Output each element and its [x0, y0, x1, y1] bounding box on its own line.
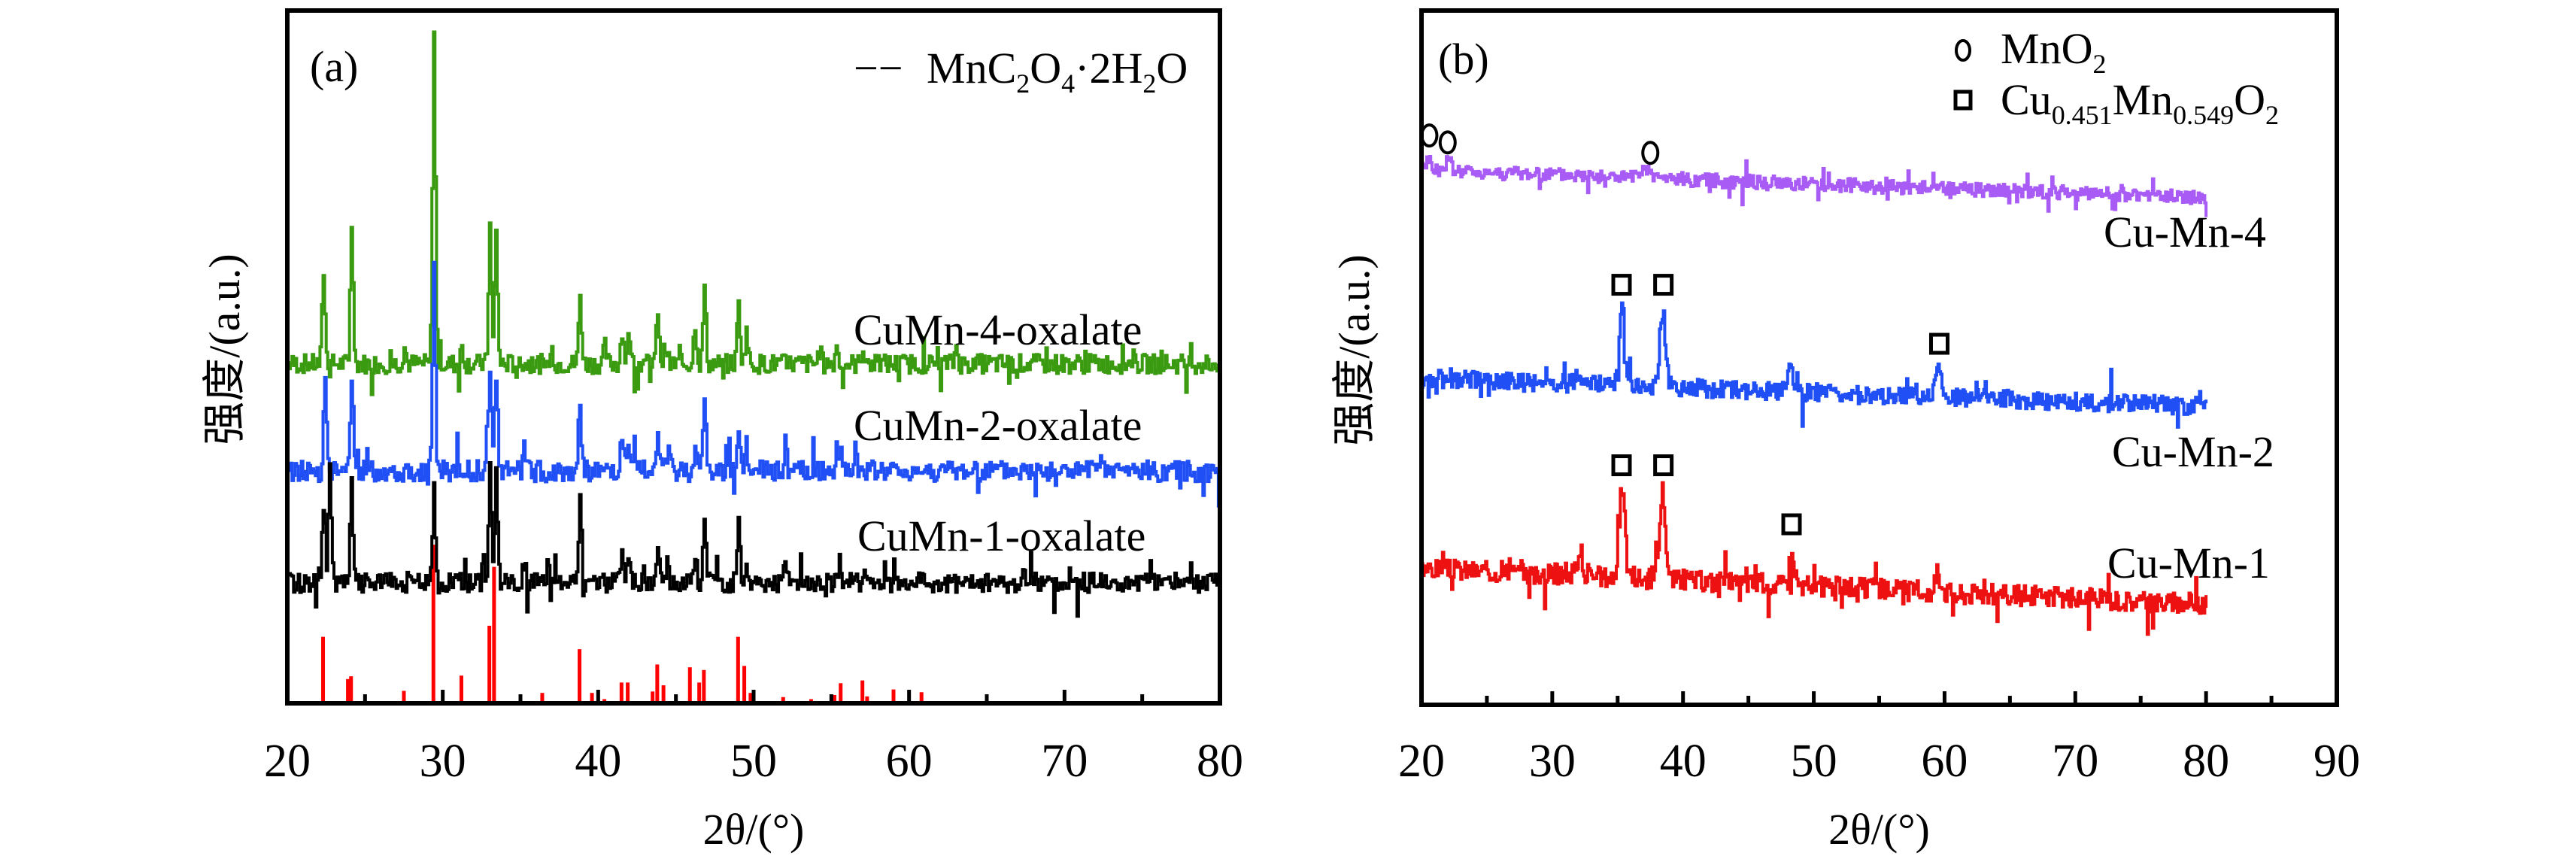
- series-line-cu-mn-2: [1421, 301, 2208, 429]
- subscript: 0.549: [2173, 100, 2234, 130]
- x-tick-label: 40: [1660, 736, 1707, 787]
- x-axis-label: 2θ/(°): [703, 805, 805, 854]
- x-axis-label: 2θ/(°): [1828, 805, 1930, 854]
- subscript: 0.451: [2052, 100, 2113, 130]
- x-tick-label: 80: [1197, 736, 1243, 787]
- subscript: 2: [2265, 100, 2279, 130]
- y-axis-label: 强度/(a.u.): [200, 253, 249, 445]
- x-tick-label: 70: [2052, 736, 2098, 787]
- square-marker: [1611, 274, 1632, 296]
- legend-circle-icon: [1955, 39, 1971, 62]
- subscript: 2: [2092, 49, 2106, 79]
- x-tick-label: 90: [2314, 736, 2360, 787]
- series-label: CuMn-4-oxalate: [854, 305, 1142, 354]
- square-marker: [1653, 454, 1674, 477]
- legend-label: MnC2O4·2H2O: [927, 44, 1188, 99]
- x-tick-label: 50: [1791, 736, 1837, 787]
- x-tick-label: 70: [1041, 736, 1088, 787]
- series-line-cu-mn-1: [1421, 481, 2208, 636]
- text-part: O: [1030, 44, 1061, 93]
- panel-b: Cu-Mn-4 Cu-Mn-2 Cu-Mn-1 20 30 40 50 60 70 80 90 2θ/…: [1330, 8, 2360, 854]
- x-tick-label: 30: [1529, 736, 1576, 787]
- x-tick-label: 80: [2183, 736, 2229, 787]
- subscript: 2: [1142, 68, 1156, 99]
- square-marker: [1653, 274, 1674, 296]
- square-marker: [1611, 454, 1632, 477]
- x-tick-label: 20: [1398, 736, 1445, 787]
- series-line-cumn-4-oxalate: [287, 30, 1221, 396]
- square-marker: [1781, 513, 1802, 536]
- text-part: Cu: [2001, 75, 2052, 124]
- text-part: O: [2234, 75, 2265, 124]
- series-line-cumn-1-oxalate: [287, 461, 1221, 618]
- series-label: CuMn-1-oxalate: [857, 511, 1145, 560]
- circle-marker: [1438, 130, 1457, 155]
- legend: −− MnC2O4·2H2O: [854, 44, 1188, 99]
- circle-marker: [1420, 123, 1439, 148]
- x-tick-label: 60: [1921, 736, 1968, 787]
- series-line-cu-mn-4: [1421, 155, 2208, 217]
- text-part: MnC: [927, 44, 1016, 93]
- x-tick-label: 50: [730, 736, 777, 787]
- y-axis-label: 强度/(a.u.): [1330, 254, 1379, 446]
- legend-label: MnO2: [2001, 24, 2106, 79]
- legend-dash: −−: [854, 44, 903, 93]
- circle-marker: [1641, 141, 1660, 165]
- text-part: MnO: [2001, 24, 2092, 73]
- panel-a: CuMn-4-oxalate CuMn-2-oxalate CuMn-1-oxala…: [200, 8, 1243, 854]
- x-tick-label: 20: [264, 736, 311, 787]
- x-tick-label: 40: [575, 736, 621, 787]
- legend-label: Cu0.451Mn0.549O2: [2001, 75, 2279, 130]
- subscript: 2: [1016, 68, 1030, 99]
- x-tick-label: 30: [420, 736, 466, 787]
- text-part: O: [1156, 44, 1188, 93]
- series-label: Cu-Mn-2: [2112, 427, 2274, 476]
- text-part: Mn: [2113, 75, 2174, 124]
- series-line-cumn-2-oxalate: [287, 260, 1221, 508]
- text-part: ·2H: [1075, 44, 1142, 93]
- series-label: Cu-Mn-4: [2104, 208, 2266, 256]
- panel-label: (a): [310, 42, 358, 91]
- legend-square-icon: [1953, 90, 1973, 111]
- subscript: 4: [1061, 68, 1075, 99]
- series-label: CuMn-2-oxalate: [854, 401, 1142, 450]
- panel-label: (b): [1438, 35, 1489, 83]
- square-marker: [1928, 332, 1949, 355]
- series-label: Cu-Mn-1: [2107, 539, 2270, 587]
- x-tick-label: 60: [886, 736, 933, 787]
